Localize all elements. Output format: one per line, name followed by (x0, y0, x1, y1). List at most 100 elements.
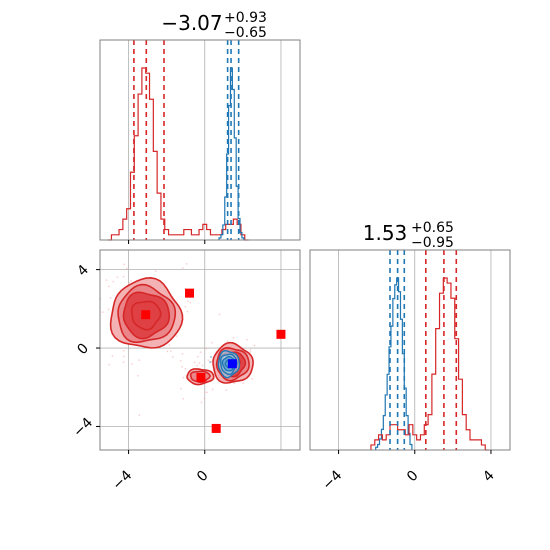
marginal-histogram-param1: −3.07 +0.93 −0.65 (99, 10, 301, 244)
sample-point (105, 279, 108, 282)
sample-point (184, 367, 187, 370)
y-tick-label: 4 (74, 262, 92, 280)
sample-point (108, 363, 111, 366)
red-square-marker (276, 329, 286, 339)
sample-point (205, 347, 208, 350)
sample-point (203, 391, 206, 394)
sample-point (131, 362, 134, 365)
sample-point (210, 341, 213, 344)
sample-point (109, 297, 112, 299)
sample-point (253, 344, 256, 347)
x-tick-label: 0 (194, 468, 212, 486)
sample-point (169, 350, 172, 353)
p1-ticks (128, 240, 206, 244)
joint-contour-panel: −4 0 4 0 −4 (70, 249, 301, 493)
sample-point (225, 389, 228, 392)
p3-frame (309, 249, 511, 451)
red-square-marker (185, 288, 195, 298)
sample-point (101, 311, 104, 314)
sample-point (138, 359, 141, 362)
sample-point (203, 397, 206, 400)
sample-point (171, 355, 174, 358)
sample-point (168, 344, 171, 346)
sample-point (196, 355, 199, 358)
p3-histograms (370, 277, 490, 451)
sample-point (207, 359, 210, 362)
sample-point (200, 401, 203, 404)
x-tick-label: 0 (404, 468, 422, 486)
y-tick-label: −4 (70, 415, 96, 441)
param2-title-minus: −0.95 (411, 235, 454, 251)
sample-point (180, 387, 182, 390)
x-tick-label: 4 (480, 467, 498, 485)
sample-point (249, 350, 252, 353)
x-tick-label: −4 (319, 467, 345, 493)
param1-title: −3.07 (161, 11, 222, 35)
p1-frame (99, 39, 301, 241)
histogram-series (375, 277, 413, 450)
sample-point (130, 279, 132, 282)
sample-point (154, 270, 157, 273)
sample-point (107, 308, 110, 311)
sample-point (116, 276, 119, 279)
histogram-series (370, 277, 490, 451)
sample-point (111, 355, 114, 357)
sample-point (184, 305, 187, 308)
sample-point (185, 262, 188, 265)
param1-title-minus: −0.65 (224, 25, 267, 41)
sample-point (137, 374, 140, 377)
param2-title-value: 1.53 (363, 221, 408, 245)
sample-point (198, 362, 201, 365)
y-tick-label: 0 (74, 340, 92, 358)
sample-point (112, 280, 115, 283)
p2-frame (99, 249, 301, 451)
sample-point (128, 281, 131, 284)
sample-point (179, 359, 182, 362)
sample-point (181, 267, 184, 270)
param1-title-value: −3.07 (161, 11, 222, 35)
p3-quantile-lines (389, 250, 458, 450)
sample-point (123, 263, 126, 266)
sample-point (249, 349, 252, 351)
red-square-marker (196, 372, 206, 382)
sample-point (122, 349, 125, 352)
sample-point (182, 376, 185, 379)
sample-point (226, 340, 229, 343)
sample-point (210, 356, 212, 358)
sample-point (175, 335, 178, 338)
histogram-series (107, 67, 249, 241)
x-tick-label: −4 (109, 467, 135, 493)
sample-point (242, 382, 245, 384)
sample-point (218, 313, 221, 316)
sample-point (186, 310, 189, 313)
sample-point (186, 300, 189, 303)
sample-point (181, 353, 184, 355)
sample-point (193, 361, 196, 364)
sample-point (196, 364, 198, 367)
sample-point (122, 361, 125, 364)
p1-quantile-lines (133, 40, 240, 240)
sample-point (211, 388, 214, 391)
sample-point (246, 338, 248, 341)
sample-point (232, 336, 235, 339)
sample-point (189, 301, 192, 304)
sample-point (182, 397, 185, 400)
sample-point (251, 377, 254, 380)
sample-point (181, 365, 184, 368)
red-square-marker (211, 423, 221, 433)
sample-point (138, 414, 141, 417)
sample-point (122, 275, 125, 278)
sample-point (199, 351, 202, 354)
sample-point (122, 355, 125, 358)
marginal-histogram-param2: −4 0 4 1.53 +0.65 −0.95 (309, 220, 511, 493)
p1-grid (128, 40, 282, 240)
sample-point (166, 350, 169, 353)
sample-point (233, 382, 236, 385)
param2-title-plus: +0.65 (411, 220, 454, 236)
p2-markers (141, 288, 286, 433)
red-square-marker (141, 310, 151, 320)
sample-point (209, 361, 211, 364)
param1-title-plus: +0.93 (224, 10, 267, 26)
p3-grid (338, 250, 492, 450)
